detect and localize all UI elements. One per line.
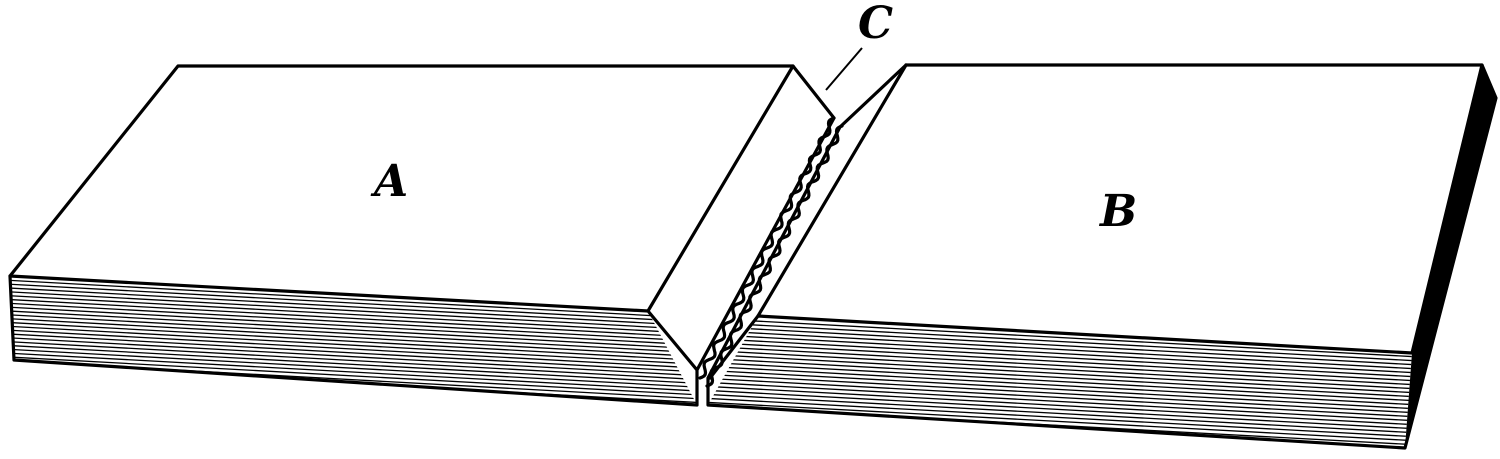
hatch-line	[708, 365, 1412, 406]
hatch-line	[708, 353, 1412, 394]
plate-b-bevel-edge	[756, 63, 908, 318]
hatch-line	[708, 349, 1412, 390]
hatch-line	[10, 336, 697, 377]
hatch-line	[708, 393, 1412, 434]
plate-a-bevel-edge	[646, 64, 795, 313]
plate-b-side-face	[1405, 65, 1496, 448]
hatch-line	[708, 381, 1412, 422]
hatch-line	[708, 385, 1412, 426]
plate-a-bevel-face	[648, 66, 834, 370]
hatch-line	[10, 313, 697, 354]
plate-a	[8, 64, 836, 407]
plate-b-front-hatching	[708, 317, 1412, 446]
hatch-line	[10, 348, 697, 389]
hatch-line	[10, 283, 697, 324]
weld-seam-line-2	[705, 124, 844, 388]
hatch-line	[10, 290, 697, 331]
weld-seam-line-1	[698, 116, 836, 380]
plate-b-bevel-face	[710, 65, 906, 378]
hatch-line	[10, 302, 697, 343]
hatch-line	[10, 325, 697, 366]
plate-a-outline	[8, 64, 836, 407]
hatch-line	[708, 337, 1412, 378]
hatch-line	[708, 329, 1412, 370]
hatch-line	[708, 373, 1412, 414]
hatch-line	[10, 286, 697, 328]
hatch-line	[708, 389, 1412, 430]
hatch-line	[10, 298, 697, 339]
hatch-line	[708, 397, 1412, 438]
hatch-line	[708, 321, 1412, 362]
plate-b-front-top-edge	[708, 63, 1484, 380]
hatch-line	[708, 345, 1412, 386]
plate-b	[706, 63, 1498, 450]
hatch-line	[708, 341, 1412, 382]
hatch-line	[10, 309, 697, 351]
weld-seam	[698, 116, 844, 388]
label-c-leader	[825, 47, 863, 91]
hatch-line	[10, 306, 697, 347]
hatch-line	[10, 279, 697, 320]
hatch-line	[10, 352, 697, 393]
hatch-line	[10, 332, 697, 374]
plate-a-front-hatching	[10, 279, 697, 404]
hatch-line	[10, 329, 697, 370]
label-b: B	[1098, 186, 1137, 237]
plate-b-top-face	[758, 65, 1482, 353]
hatch-line	[708, 369, 1412, 410]
hatch-line	[708, 361, 1412, 402]
label-c: C	[858, 0, 893, 49]
hatch-line	[10, 355, 697, 397]
hatch-line	[10, 321, 697, 362]
label-a: A	[370, 156, 408, 207]
hatch-line	[10, 340, 697, 381]
hatch-line	[10, 294, 697, 335]
hatch-line	[708, 333, 1412, 374]
hatch-line	[708, 401, 1412, 442]
hatch-line	[708, 357, 1412, 398]
hatch-line	[708, 317, 1412, 358]
hatch-line	[708, 325, 1412, 366]
hatch-line	[10, 317, 697, 358]
plate-a-top-face	[10, 66, 793, 311]
hatch-line	[10, 344, 697, 385]
hatch-line	[708, 377, 1412, 418]
